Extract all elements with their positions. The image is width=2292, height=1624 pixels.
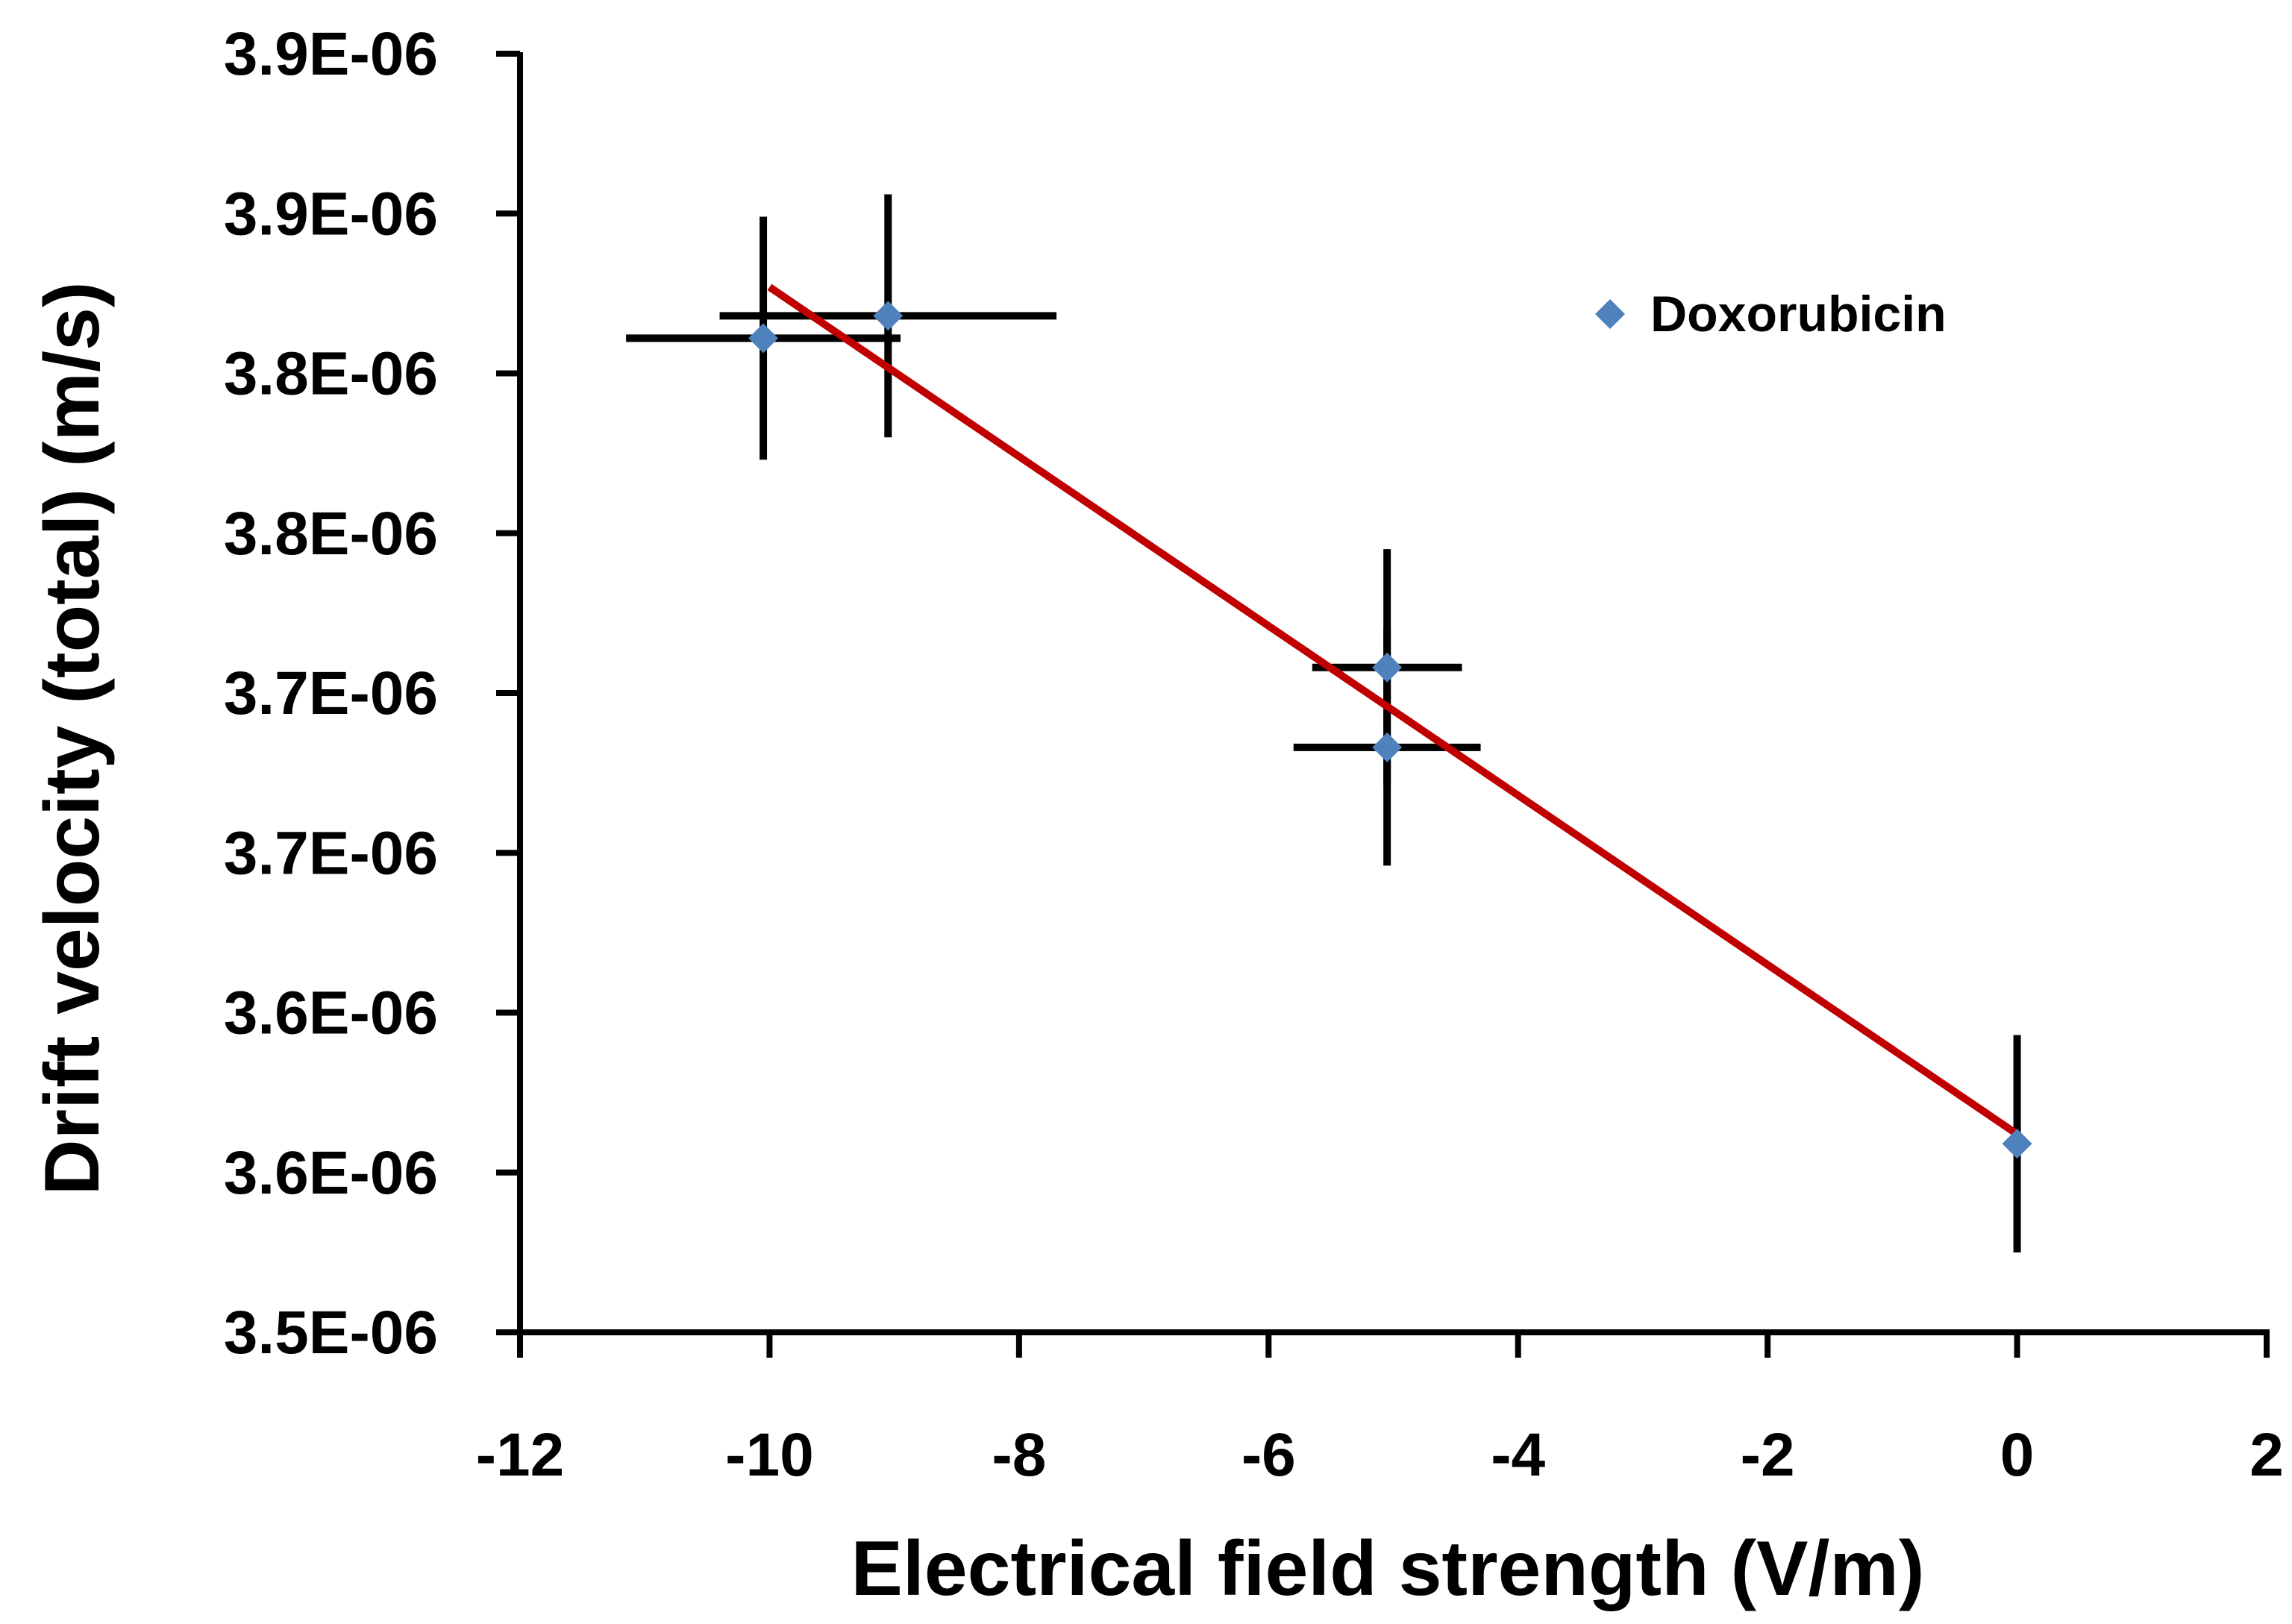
legend-label-doxorubicin: Doxorubicin <box>1650 286 1947 342</box>
x-tick-label-7: 2 <box>2249 1421 2284 1489</box>
y-tick-label-3: 3.7E-06 <box>224 819 438 887</box>
axes <box>496 51 2270 1358</box>
x-tick-label-0: -12 <box>476 1421 565 1489</box>
y-tick-label-4: 3.7E-06 <box>224 659 438 727</box>
y-tick-label-7: 3.9E-06 <box>224 180 438 248</box>
data-point-0 <box>748 323 779 354</box>
x-tick-label-5: -2 <box>1741 1421 1795 1489</box>
y-axis-title: Drift velocity (total) (m/s) <box>29 282 116 1196</box>
data-point-1 <box>873 301 904 331</box>
data-point-2 <box>1372 652 1403 683</box>
y-tick-label-6: 3.8E-06 <box>224 340 438 408</box>
x-tick-label-4: -4 <box>1491 1421 1545 1489</box>
y-tick-label-5: 3.8E-06 <box>224 500 438 568</box>
data-points <box>748 301 2032 1159</box>
data-point-4 <box>2002 1129 2032 1159</box>
error-bars <box>626 194 2021 1253</box>
y-tick-label-0: 3.5E-06 <box>224 1299 438 1367</box>
trendline <box>767 283 2020 1138</box>
tick-labels: 3.5E-06 3.6E-06 3.6E-06 3.7E-06 3.7E-06 3.8E-… <box>224 20 2284 1489</box>
y-tick-label-2: 3.6E-06 <box>224 979 438 1047</box>
data-point-3 <box>1372 732 1403 762</box>
x-tick-label-3: -6 <box>1242 1421 1296 1489</box>
x-tick-label-2: -8 <box>992 1421 1046 1489</box>
x-axis-title: Electrical field strength (V/m) <box>851 1526 1925 1612</box>
trendline-group <box>767 283 2020 1138</box>
x-tick-label-1: -10 <box>725 1421 814 1489</box>
x-tick-label-6: 0 <box>2000 1421 2035 1489</box>
y-tick-label-1: 3.6E-06 <box>224 1139 438 1207</box>
legend-marker-doxorubicin <box>1595 299 1625 329</box>
legend: Doxorubicin <box>1595 286 1947 342</box>
y-tick-label-8: 3.9E-06 <box>224 20 438 88</box>
